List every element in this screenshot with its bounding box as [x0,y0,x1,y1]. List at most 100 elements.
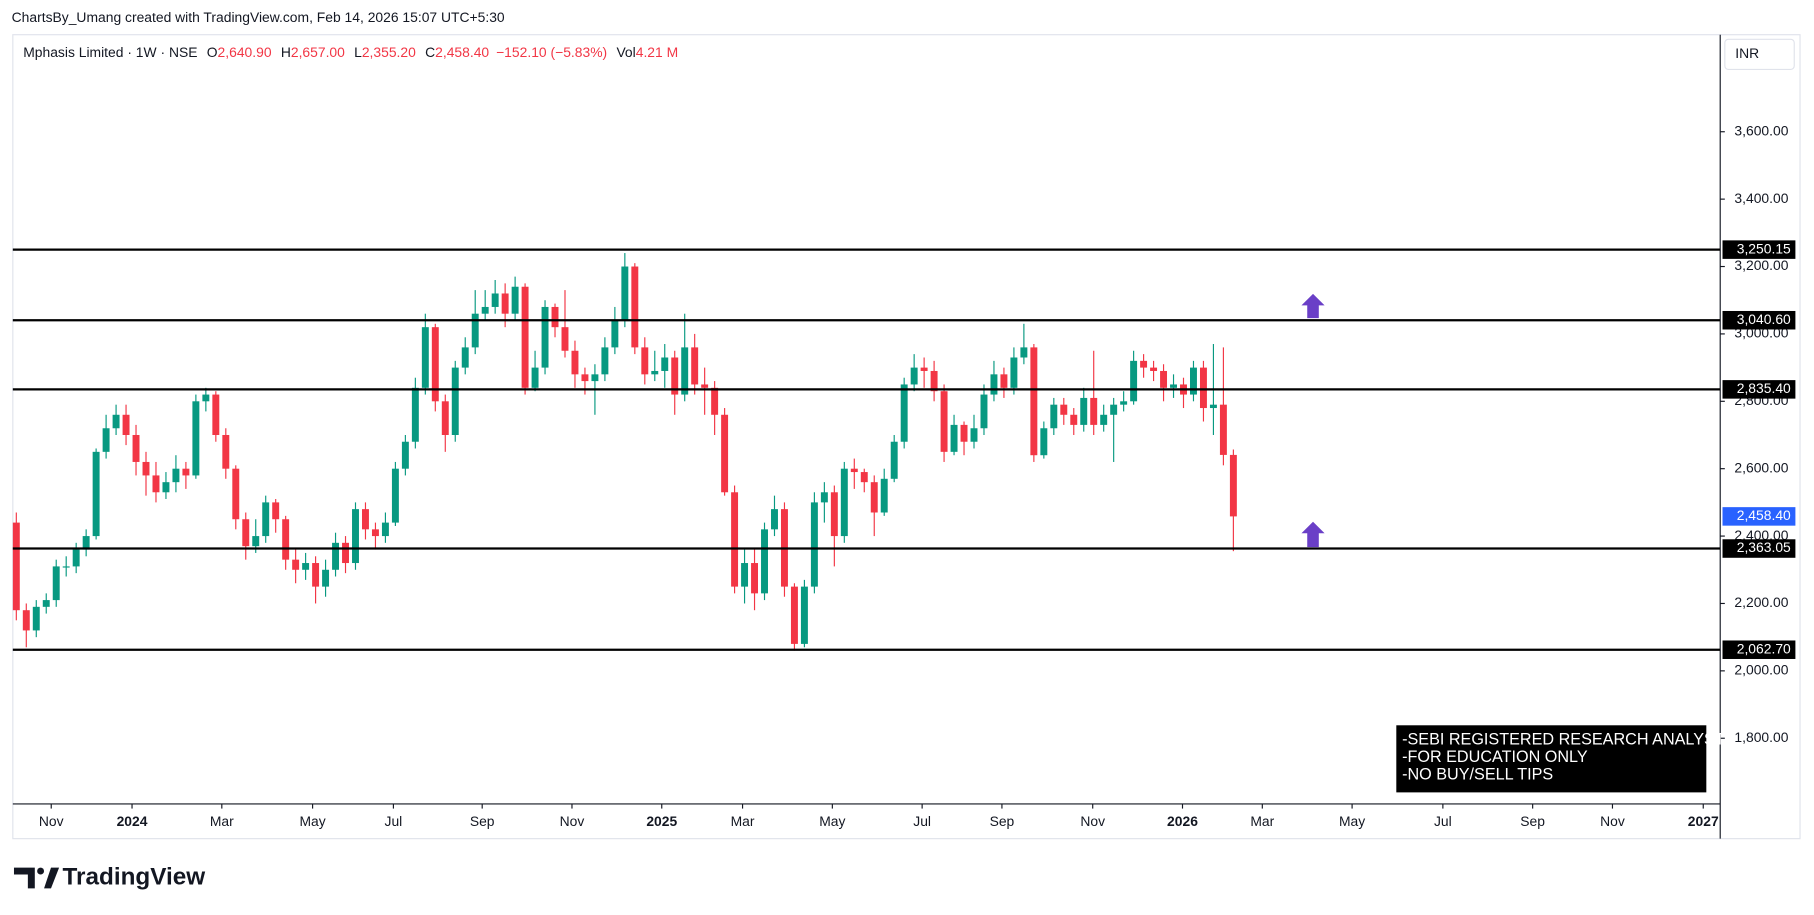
candle-body [222,434,230,469]
note-box [1396,725,1707,793]
candle-body [182,468,190,476]
candle-body [491,293,499,307]
y-tick-label: 2,600.00 [1734,459,1788,475]
candle-body [82,536,90,550]
note-line: -SEBI REGISTERED RESEARCH ANALYST [1402,731,1725,749]
candle-body [850,468,858,473]
candle-body [202,394,210,402]
candle-body [342,542,349,564]
candle-body [1010,357,1018,388]
legend-key: O [207,44,218,60]
x-tick-label: 2027 [1688,813,1719,829]
x-tick-label: Jul [1434,813,1452,829]
candle-body [721,414,729,493]
y-tick-label: 2,200.00 [1734,594,1788,610]
brand-logo [13,867,60,889]
x-tick-label: Jul [385,813,403,829]
candle-body [332,542,340,570]
pane-border [12,34,1801,840]
candle-body [900,384,908,442]
legend-change: −152.10 (−5.83%) [496,44,607,60]
level-tag [1722,310,1796,330]
candle-body [1050,404,1058,429]
candle-body [741,563,749,587]
legend-key: L [354,44,362,60]
level-label: 3,040.60 [1737,311,1791,327]
level-tag [1722,539,1796,558]
candle-body [1150,367,1158,371]
candle-body [1229,454,1237,517]
candle-body [651,370,659,375]
candle-body [441,401,449,435]
candle-body [132,434,140,462]
candle-body [1070,414,1078,425]
candle-body [870,482,878,513]
candle-body [950,424,958,452]
candle-body [860,472,868,483]
candle-body [242,519,250,547]
candle-body [322,569,330,587]
legend-value: 2,657.00 [291,44,345,60]
candle-body [880,478,888,513]
legend: Mphasis Limited · 1W · NSE O2,640.90 H2,65… [23,44,678,60]
candle-body [431,327,439,402]
last-price-label: 2,458.40 [1737,507,1791,523]
candle-body [920,367,928,371]
candle-body [1090,397,1098,425]
candle-body [960,424,968,442]
x-tick-label: 2026 [1167,813,1198,829]
candle-body [581,374,589,382]
legend-value: 2,355.20 [362,44,416,60]
candle-body [42,600,50,607]
legend-key: H [281,44,291,60]
candle-body [1190,367,1197,395]
candle-body [401,441,409,469]
candle-body [1130,360,1138,402]
candle-body [391,468,399,523]
x-tick-label: May [819,813,845,829]
candle-body [352,509,359,564]
candle-body [521,286,529,388]
candle-body [312,563,320,587]
candle-body [272,502,280,520]
candle-body [810,502,818,587]
candle-body [551,306,559,328]
x-tick-label: Nov [39,813,64,829]
candle-body [1080,397,1088,425]
candle-body [362,509,369,530]
candle-body [1040,428,1048,456]
candle-body [930,370,938,392]
level-label: 3,250.15 [1737,240,1791,256]
candle-body [471,313,479,348]
candle-body [62,566,70,568]
legend-key: C [425,44,435,60]
candle-body [691,347,699,385]
candle-body [192,401,200,476]
candle-body [890,441,898,479]
currency-box[interactable] [1724,38,1795,70]
candle-body [820,492,828,503]
y-tick-label: 2,400.00 [1734,527,1788,543]
candle-body [990,374,998,395]
candle-body [631,266,639,348]
candle-body [1110,404,1118,415]
candle-body [1100,414,1108,425]
candle-body [421,327,429,388]
candle-body [52,566,60,601]
candle-body [980,394,988,429]
candle-body [970,428,978,442]
x-tick-label: 2025 [646,813,677,829]
candle-body [591,374,599,382]
candle-body [1140,360,1148,368]
legend-value: 2,640.90 [218,44,272,60]
candle-body [1060,404,1068,415]
candle-body [641,347,649,375]
candle-body [32,606,40,631]
x-tick-label: Sep [990,813,1015,829]
y-tick-label: 3,200.00 [1734,257,1788,273]
candle-body [152,475,160,493]
candle-body [252,536,260,547]
candle-body [681,347,689,395]
